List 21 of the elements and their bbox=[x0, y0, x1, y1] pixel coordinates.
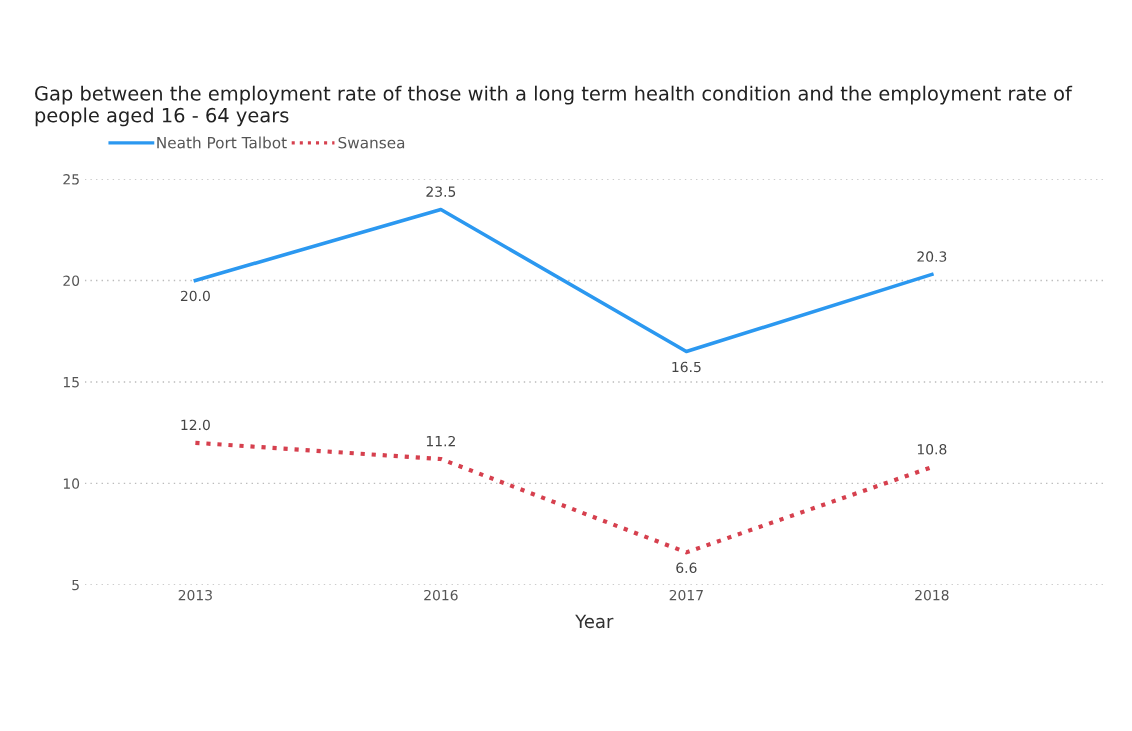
data-label: 11.2 bbox=[426, 435, 455, 447]
y-tick-label: 10 bbox=[63, 478, 80, 489]
y-tick-label: 20 bbox=[63, 275, 80, 286]
x-tick-label: 2018 bbox=[915, 589, 949, 601]
data-label: 12.0 bbox=[181, 419, 210, 431]
y-tick-label: 15 bbox=[63, 377, 79, 388]
legend-label: Neath Port Talbot bbox=[157, 136, 287, 149]
data-label: 16.5 bbox=[672, 361, 701, 373]
chart-title: Gap between the employment rate of those with a long term health condition and the employment rate of people aged 16 - 64 years bbox=[35, 85, 1073, 127]
y-tick-label: 25 bbox=[63, 174, 79, 185]
data-label: 20.0 bbox=[180, 290, 210, 302]
x-tick-label: 2017 bbox=[669, 589, 703, 601]
data-label: 6.6 bbox=[676, 562, 697, 574]
x-axis-title: Year bbox=[575, 614, 614, 629]
x-tick-label: 2016 bbox=[424, 589, 458, 601]
x-tick-label: 2013 bbox=[178, 589, 212, 601]
data-label: 20.3 bbox=[917, 251, 947, 262]
legend-label: Swansea bbox=[338, 136, 405, 149]
data-label: 10.8 bbox=[917, 444, 947, 455]
data-label: 23.5 bbox=[426, 186, 456, 197]
y-tick-label: 5 bbox=[72, 579, 79, 591]
